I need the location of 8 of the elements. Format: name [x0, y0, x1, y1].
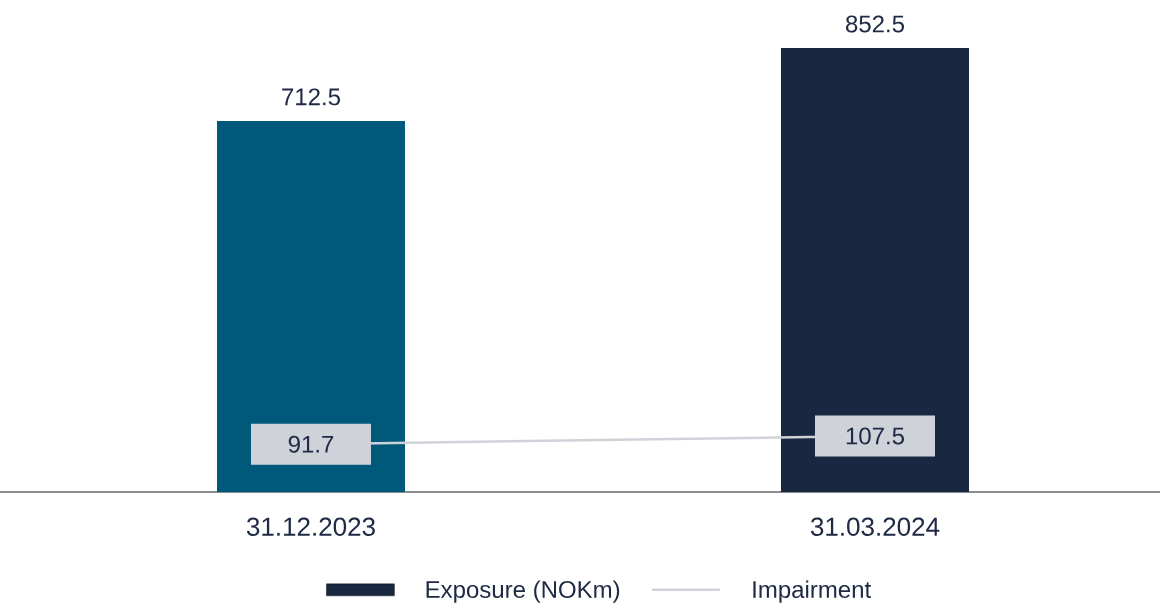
x-tick-label: 31.12.2023 — [246, 517, 375, 536]
data-label: 712.5 — [282, 88, 341, 106]
data-label: 91.7 — [288, 435, 334, 453]
legend-label: Exposure (NOKm) — [426, 580, 620, 603]
data-label: 852.5 — [846, 15, 905, 33]
x-tick-label: 31.03.2024 — [810, 517, 940, 536]
data-label: 107.5 — [846, 427, 905, 445]
legend-label: Impairment — [753, 580, 872, 603]
